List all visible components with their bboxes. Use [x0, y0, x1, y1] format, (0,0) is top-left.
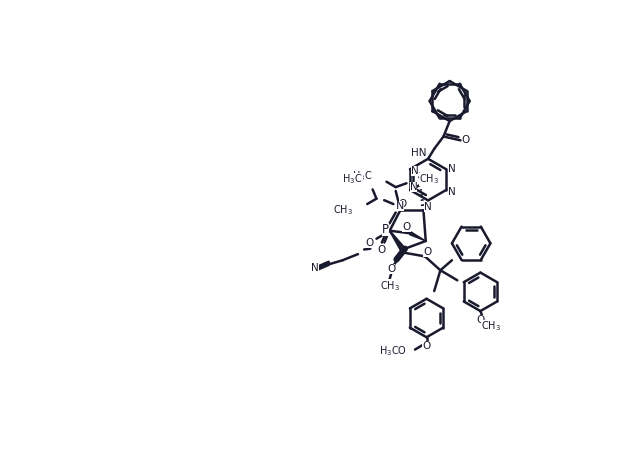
- Text: N: N: [447, 164, 456, 174]
- Text: O: O: [476, 315, 484, 325]
- Text: CH$_3$: CH$_3$: [419, 172, 439, 186]
- Text: O: O: [399, 199, 407, 209]
- Text: N: N: [410, 182, 417, 192]
- Text: N: N: [311, 263, 319, 273]
- Text: H$_3$CO: H$_3$CO: [380, 344, 407, 358]
- Text: O: O: [365, 237, 374, 248]
- Text: HN: HN: [411, 148, 427, 157]
- Text: P: P: [382, 223, 389, 236]
- Text: O: O: [461, 135, 470, 145]
- Text: N: N: [447, 187, 456, 196]
- Text: O: O: [387, 265, 396, 274]
- Text: N: N: [411, 165, 419, 176]
- Polygon shape: [390, 231, 404, 253]
- Text: O: O: [378, 245, 386, 255]
- Text: O: O: [403, 222, 411, 232]
- Text: CH$_3$: CH$_3$: [333, 204, 353, 217]
- Text: CH$_3$: CH$_3$: [380, 279, 401, 292]
- Text: CH$_3$: CH$_3$: [481, 320, 501, 333]
- Polygon shape: [410, 232, 426, 241]
- Text: O: O: [423, 247, 431, 257]
- Text: N: N: [424, 202, 432, 212]
- Text: H$_3$C: H$_3$C: [352, 169, 372, 183]
- Text: H$_3$C: H$_3$C: [342, 172, 363, 186]
- Text: N: N: [396, 201, 404, 212]
- Text: O: O: [422, 342, 431, 352]
